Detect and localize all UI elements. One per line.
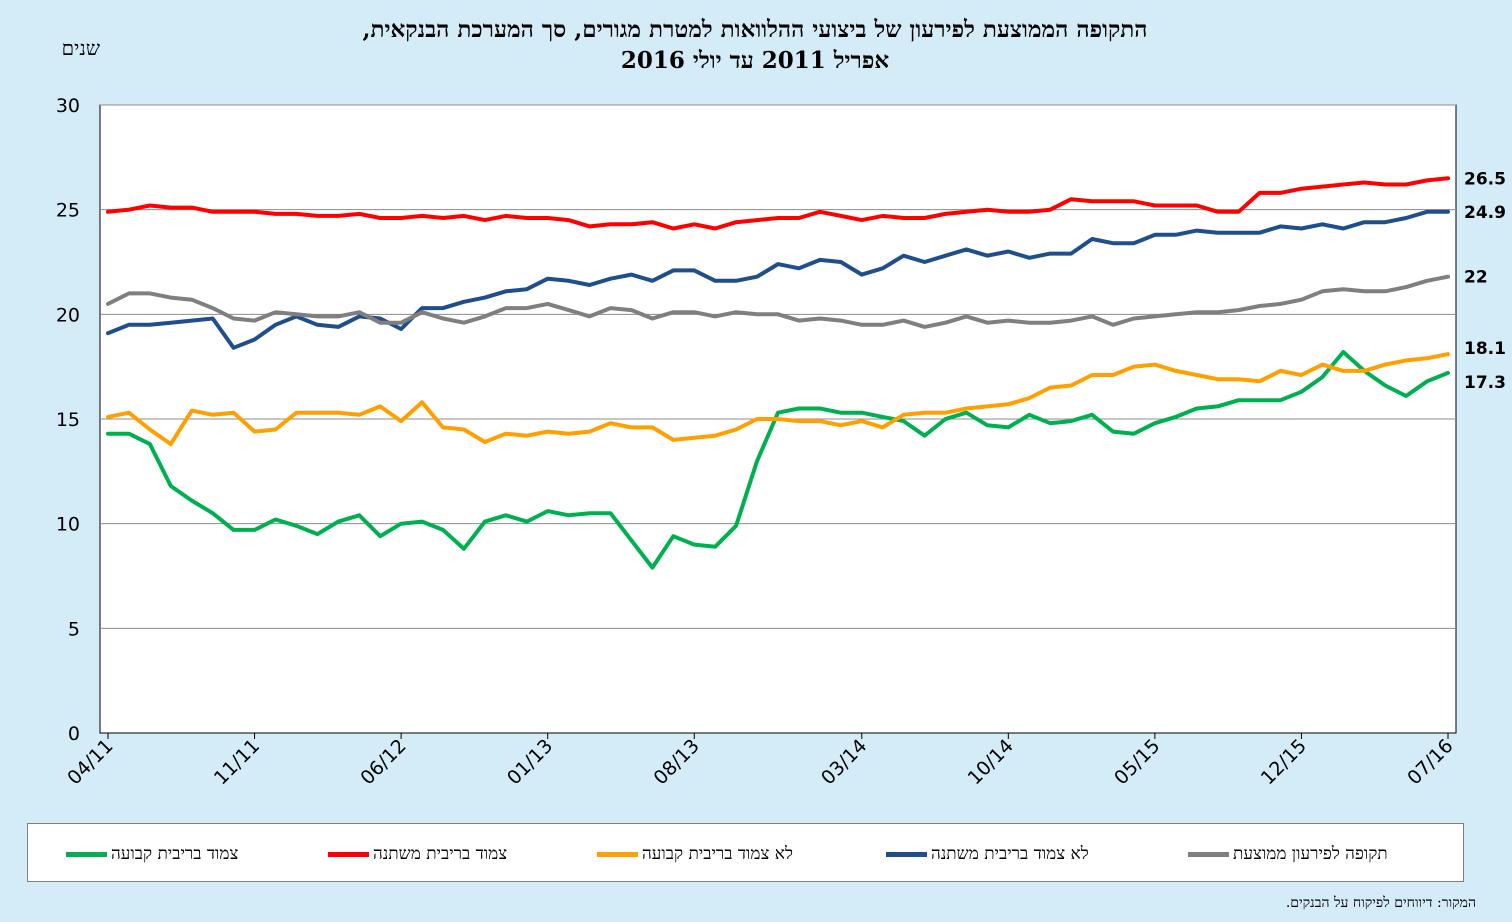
y-tick-label: 20 (56, 304, 80, 326)
series-line-3 (106, 352, 1450, 447)
legend-label: לא צמוד בריבית קבועה (642, 844, 793, 864)
legend-item: לא צמוד בריבית קבועה (597, 842, 793, 866)
end-value-label: 26.5 (1464, 169, 1506, 189)
chart-title: התקופה הממוצעת לפירעון של ביצועי ההלוואו… (200, 14, 1310, 76)
x-tick-label: 12/15 (1257, 735, 1311, 789)
legend-label: צמוד בריבית משתנה (373, 844, 508, 864)
source-note: המקור: דיווחים לפיקוח על הבנקים. (1285, 895, 1476, 911)
y-tick-label: 30 (56, 95, 80, 117)
legend-swatch (66, 851, 107, 857)
y-tick-label: 5 (68, 618, 80, 640)
end-value-label: 18.1 (1464, 339, 1506, 359)
x-tick-label: 05/15 (1110, 735, 1164, 789)
legend-swatch (886, 851, 927, 857)
y-tick-label: 15 (56, 409, 80, 431)
y-axis-unit-label: שנים (61, 36, 100, 60)
legend-swatch (328, 851, 369, 857)
x-tick-label: 08/13 (650, 735, 704, 789)
legend-swatch (597, 851, 638, 857)
chart-title-line-2: אפריל 2011 עד יולי 2016 (620, 47, 890, 74)
legend-item: צמוד בריבית קבועה (66, 842, 238, 866)
series-line-5 (106, 274, 1450, 329)
y-tick-label: 0 (68, 723, 80, 745)
chart-title-line-1: התקופה הממוצעת לפירעון של ביצועי ההלוואו… (362, 16, 1148, 43)
y-tick-label: 10 (56, 514, 80, 536)
legend-label: לא צמוד בריבית משתנה (931, 844, 1089, 864)
end-value-label: 17.3 (1464, 373, 1506, 393)
chart-legend: צמוד בריבית קבועה צמוד בריבית משתנה לא צמו… (27, 823, 1464, 882)
legend-swatch (1188, 851, 1229, 857)
x-tick-label: 11/11 (210, 735, 264, 789)
x-tick-label: 10/14 (964, 735, 1018, 789)
series-line-4 (106, 209, 1450, 350)
series-line-1 (106, 350, 1450, 570)
legend-item: לא צמוד בריבית משתנה (886, 842, 1089, 866)
x-tick-label: 03/14 (817, 735, 871, 789)
series-line-2 (106, 176, 1450, 231)
x-tick-label: 07/16 (1403, 735, 1457, 789)
legend-label: צמוד בריבית קבועה (111, 844, 239, 864)
x-tick-label: 06/12 (356, 735, 410, 789)
legend-item: תקופה לפירעון ממוצעת (1188, 842, 1388, 866)
y-tick-label: 25 (56, 200, 80, 222)
end-value-label: 24.9 (1464, 203, 1506, 223)
legend-label: תקופה לפירעון ממוצעת (1233, 844, 1388, 864)
x-tick-label: 01/13 (503, 735, 557, 789)
legend-item: צמוד בריבית משתנה (328, 842, 507, 866)
end-value-label: 22 (1464, 268, 1488, 288)
